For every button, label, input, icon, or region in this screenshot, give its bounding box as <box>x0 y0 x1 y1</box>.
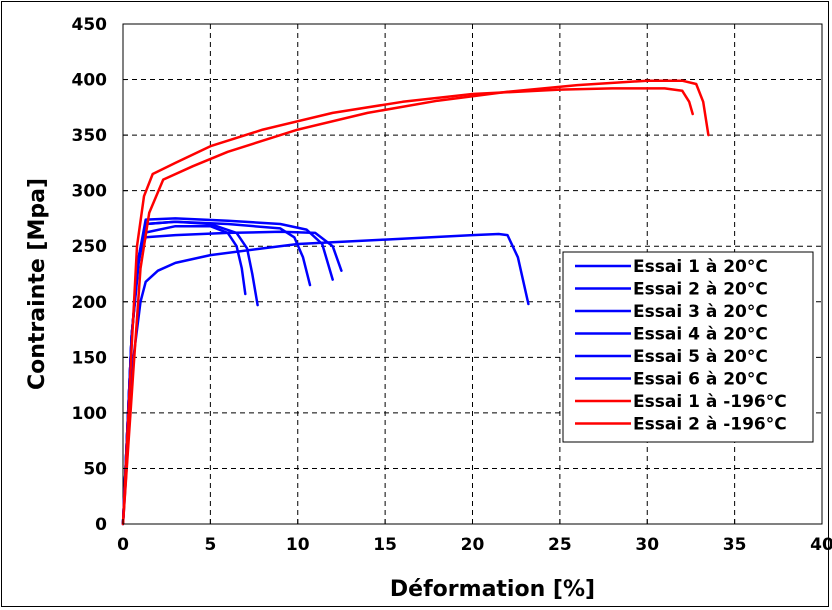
y-tick-label: 400 <box>72 71 108 91</box>
series-line-8 <box>121 79 710 526</box>
y-tick-label: 450 <box>72 15 108 35</box>
legend-label: Essai 2 à 20°C <box>633 280 768 300</box>
series-line-7 <box>121 87 694 526</box>
x-axis-title: Déformation [%] <box>390 577 595 602</box>
legend-label: Essai 3 à 20°C <box>633 302 768 322</box>
x-tick-label: 15 <box>373 535 397 555</box>
x-tick-label: 0 <box>117 535 129 555</box>
x-tick-label: 30 <box>635 535 659 555</box>
series-line-5 <box>121 217 334 526</box>
legend-label: Essai 6 à 20°C <box>633 370 768 390</box>
y-tick-label: 350 <box>72 126 108 146</box>
y-tick-label: 200 <box>72 293 108 313</box>
legend-label: Essai 5 à 20°C <box>633 347 768 367</box>
series-line-3 <box>121 220 259 526</box>
x-tick-label: 25 <box>548 535 572 555</box>
legend-label: Essai 4 à 20°C <box>633 325 768 345</box>
x-tick-label: 40 <box>810 535 832 555</box>
x-tick-label: 5 <box>204 535 216 555</box>
y-tick-label: 0 <box>95 515 107 535</box>
series-layer <box>121 79 710 526</box>
series-line-1 <box>121 232 530 526</box>
legend-box <box>562 251 814 443</box>
y-tick-label: 50 <box>83 459 107 479</box>
y-axis-title: Contrainte [Mpa] <box>25 178 50 390</box>
x-tick-label: 20 <box>461 535 485 555</box>
legend-label: Essai 2 à -196°C <box>633 415 787 435</box>
legend-label: Essai 1 à -196°C <box>633 392 787 412</box>
legend-label: Essai 1 à 20°C <box>633 257 768 277</box>
y-tick-label: 150 <box>72 348 108 368</box>
y-tick-label: 300 <box>72 182 108 202</box>
x-tick-label: 10 <box>286 535 310 555</box>
y-tick-label: 250 <box>72 237 108 257</box>
axis-ticks: 0 5 10 15 20 25 30 35 40050100150200250300350400… <box>72 15 832 555</box>
y-tick-label: 100 <box>72 404 108 424</box>
x-tick-label: 35 <box>723 535 747 555</box>
series-line-4 <box>121 220 312 526</box>
